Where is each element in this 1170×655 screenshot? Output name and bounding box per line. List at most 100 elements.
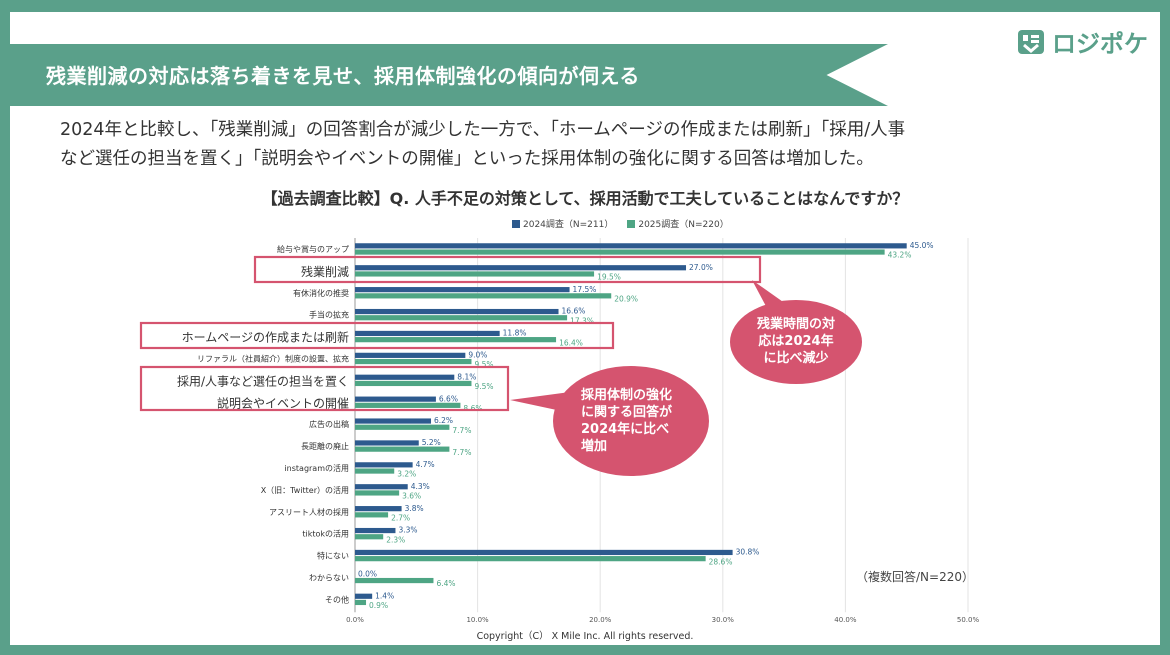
- bar-2025: [355, 490, 400, 496]
- bar-2024: [355, 593, 373, 599]
- category-label: 有休消化の推奨: [293, 288, 349, 298]
- data-label-2025: 28.6%: [709, 557, 733, 566]
- category-label: 給与や賞与のアップ: [277, 244, 349, 254]
- bar-2025: [355, 249, 885, 255]
- data-label-2024: 4.3%: [411, 482, 430, 491]
- data-label-2025: 7.7%: [452, 448, 471, 457]
- bar-2024: [355, 440, 419, 446]
- bar-2025: [355, 271, 595, 277]
- bar-2024: [355, 287, 570, 293]
- bar-chart: 0.0% 10.0% 20.0% 30.0% 40.0% 50.0% 給与や賞与のアップ 45…: [139, 238, 980, 624]
- bar-2024: [355, 462, 413, 468]
- highlight-box: [139, 321, 615, 350]
- data-label-2024: 27.0%: [689, 263, 713, 272]
- data-label-2025: 9.5%: [474, 382, 493, 391]
- data-label-2024: 11.8%: [503, 329, 527, 338]
- callout-text-line: 採用体制の強化: [581, 387, 672, 403]
- bar-2024: [355, 352, 466, 358]
- highlight-box: [139, 365, 510, 412]
- x-tick-label: 50.0%: [957, 616, 980, 624]
- bar-2025: [355, 446, 450, 452]
- chart-note: （複数回答/N=220）: [856, 570, 974, 584]
- bar-2025: [355, 358, 472, 365]
- category-label: 長距離の廃止: [301, 441, 349, 451]
- bar-2025: [355, 599, 367, 606]
- bar-2024: [355, 484, 408, 490]
- data-label-2024: 17.5%: [573, 285, 597, 294]
- category-label: 採用/人事など選任の担当を置く: [177, 374, 349, 388]
- data-label-2025: 16.4%: [559, 338, 583, 347]
- legend-label-2024: 2024調査（N=211）: [523, 220, 614, 230]
- chart-title: 【過去調査比較】Q. 人手不足の対策として、採用活動で工夫していることはなんです…: [261, 189, 909, 208]
- bar-2024: [355, 374, 455, 380]
- brand-logo: ロジポケ: [1016, 24, 1148, 59]
- data-label-2024: 16.6%: [562, 307, 586, 316]
- bar-2024: [355, 308, 559, 315]
- data-label-2024: 3.8%: [405, 504, 424, 513]
- bar-2025: [355, 315, 568, 321]
- chart-legend: 2024調査（N=211） 2025調査（N=220）: [512, 217, 729, 230]
- data-label-2024: 9.0%: [468, 350, 487, 359]
- data-label-2025: 3.6%: [402, 492, 421, 501]
- category-label: 残業削減: [301, 264, 349, 279]
- bar-2025: [355, 402, 461, 408]
- bar-2025: [355, 534, 384, 540]
- callout-bubble: [553, 366, 709, 476]
- callout-bubble: [730, 300, 862, 384]
- bar-2024: [355, 265, 687, 271]
- data-label-2024: 6.2%: [434, 416, 453, 425]
- bar-2024: [355, 418, 432, 424]
- data-label-2025: 2.3%: [386, 535, 405, 544]
- data-label-2024: 30.8%: [736, 548, 760, 557]
- category-label: 手当の拡充: [309, 310, 349, 320]
- bar-2025: [355, 337, 557, 343]
- data-label-2024: 5.2%: [422, 438, 441, 447]
- page-title: 残業削減の対応は落ち着きを見せ、採用体制強化の傾向が伺える: [46, 64, 640, 88]
- category-label: わからない: [309, 573, 349, 582]
- category-label: その他: [325, 594, 349, 604]
- category-label: アスリート人材の採用: [269, 507, 349, 517]
- x-tick-label: 40.0%: [834, 616, 857, 624]
- slide: 残業削減の対応は落ち着きを見せ、採用体制強化の傾向が伺える ロジポケ 2024年…: [10, 12, 1160, 645]
- bar-2024: [355, 506, 402, 512]
- callout-text-line: 増加: [581, 438, 607, 454]
- data-label-2024: 3.3%: [398, 526, 417, 535]
- brand-name: ロジポケ: [1052, 30, 1148, 58]
- x-tick-label: 0.0%: [346, 616, 364, 624]
- bar-2025: [355, 577, 434, 584]
- bar-2024: [355, 396, 436, 402]
- bar-2024: [355, 330, 500, 337]
- bar-2025: [355, 512, 389, 518]
- category-label: ホームページの作成または刷新: [182, 330, 349, 345]
- callout-text-line: 残業時間の対: [757, 316, 835, 332]
- x-tick-label: 10.0%: [466, 616, 489, 624]
- legend-item-2024: 2024調査（N=211）: [512, 217, 613, 230]
- data-label-2024: 8.1%: [457, 372, 476, 381]
- category-label: tiktokの活用: [302, 529, 349, 539]
- category-label: 特にない: [317, 551, 349, 561]
- bar-2024: [355, 549, 733, 556]
- category-label: 説明会やイベントの開催: [217, 395, 349, 410]
- bar-2025: [355, 468, 395, 474]
- data-label-2025: 8.6%: [463, 404, 482, 413]
- callout-text-line: に比べ減少: [763, 350, 828, 366]
- data-label-2025: 43.2%: [888, 251, 912, 260]
- data-label-2025: 0.9%: [369, 601, 388, 610]
- callout-text-line: 応は2024年: [758, 333, 833, 349]
- bar-2025: [355, 424, 450, 430]
- callout-pointer: [510, 392, 570, 412]
- data-label-2024: 6.6%: [439, 394, 458, 403]
- lead-line-2: など選任の担当を置く」「説明会やイベントの開催」といった採用体制の強化に関する回…: [60, 149, 874, 169]
- bar-2025: [355, 556, 706, 562]
- callout-text-line: 2024年に比べ: [581, 421, 669, 437]
- data-label-2025: 7.7%: [452, 426, 471, 435]
- x-tick-label: 20.0%: [589, 616, 612, 624]
- bar-2024: [355, 527, 396, 534]
- category-label: X（旧：Twitter）の活用: [261, 485, 349, 495]
- data-label-2025: 6.4%: [436, 579, 455, 588]
- bar-2025: [355, 380, 472, 387]
- category-label: instagramの活用: [284, 463, 349, 473]
- highlight-box: [253, 255, 762, 284]
- data-label-2025: 9.5%: [474, 360, 493, 369]
- data-label-2024: 1.4%: [375, 591, 394, 600]
